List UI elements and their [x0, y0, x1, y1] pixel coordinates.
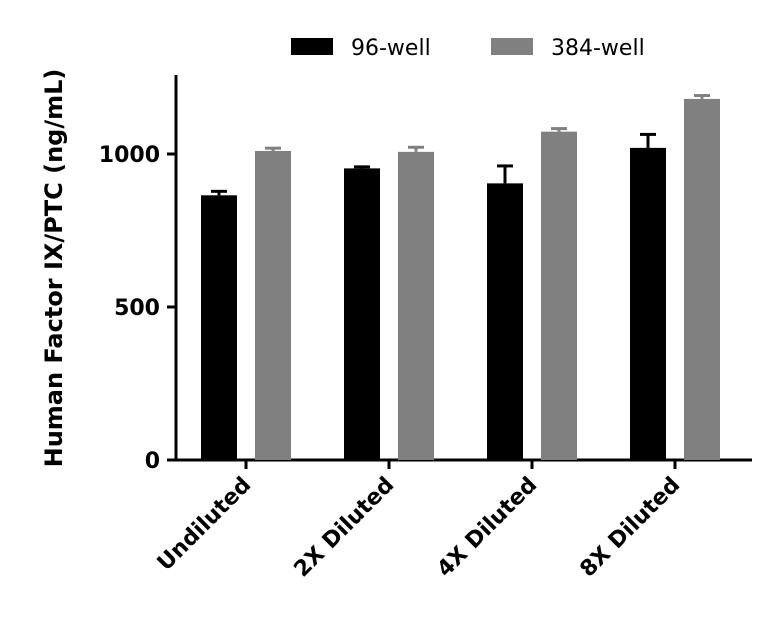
y-tick-label: 1000 [99, 143, 160, 168]
bar-384-well [398, 151, 434, 460]
legend-swatch [291, 38, 333, 55]
bar-384-well [255, 150, 291, 460]
legend-label: 384-well [551, 36, 645, 61]
legend: 96-well 384-well [291, 36, 645, 61]
bar-96-well [201, 195, 237, 460]
x-tick-label: Undiluted [153, 473, 256, 576]
y-tick-label: 500 [114, 296, 160, 321]
bar-96-well [487, 183, 523, 460]
bar-96-well [344, 168, 380, 460]
x-tick-label: 4X Diluted [433, 473, 543, 583]
x-tick-label: 2X Diluted [290, 473, 400, 583]
y-tick-label: 0 [145, 449, 160, 474]
x-tick-label: 8X Diluted [576, 473, 686, 583]
bar-384-well [684, 98, 720, 461]
legend-swatch [491, 38, 533, 55]
legend-label: 96-well [351, 36, 431, 61]
bar-96-well [630, 147, 666, 460]
y-axis-label: Human Factor IX/PTC (ng/mL) [40, 69, 68, 468]
bar-384-well [541, 131, 577, 461]
